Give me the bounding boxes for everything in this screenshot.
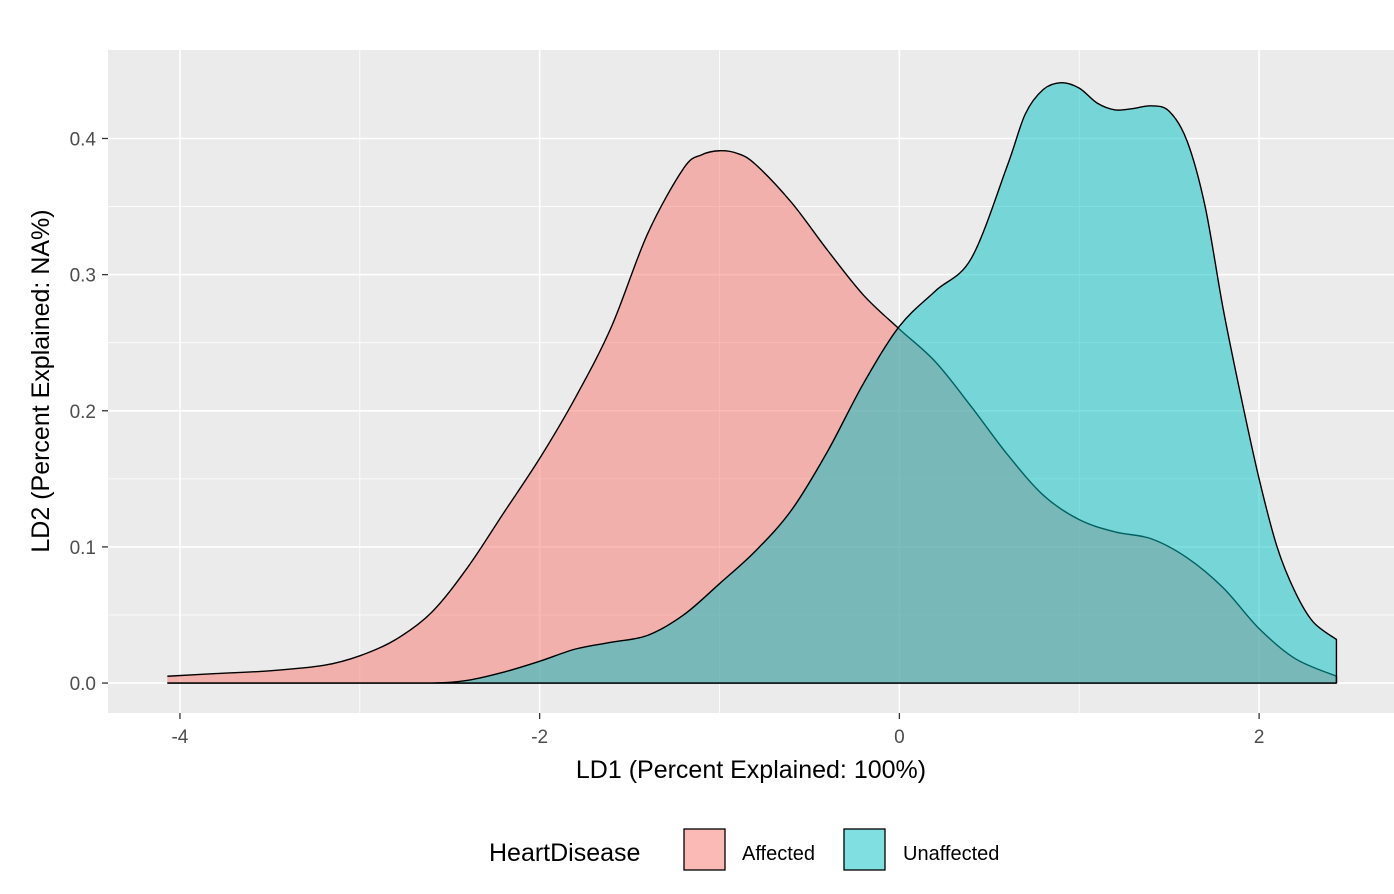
x-axis: -4 -2 0 2: [171, 713, 1264, 748]
x-tick-label: 2: [1254, 727, 1265, 748]
x-tick-label: -2: [531, 727, 548, 748]
y-axis-title: LD2 (Percent Explained: NA%): [27, 209, 55, 552]
series-layer: [167, 81, 1338, 684]
legend-title: HeartDisease: [489, 839, 640, 867]
legend-key-affected: [683, 828, 726, 871]
y-tick-label: 0.2: [70, 402, 96, 423]
y-tick-label: 0.0: [70, 674, 96, 695]
legend-key-unaffected: [843, 828, 886, 871]
y-tick-label: 0.4: [70, 129, 97, 150]
y-tick-label: 0.3: [70, 266, 96, 287]
x-tick-label: 0: [894, 727, 905, 748]
density-area-unaffected: [167, 82, 1337, 684]
density-line-unaffected: [167, 81, 1338, 684]
x-axis-title: LD1 (Percent Explained: 100%): [576, 756, 926, 784]
y-axis: 0.0 0.1 0.2 0.3 0.4: [70, 129, 108, 695]
legend: HeartDisease Affected Unaffected: [489, 828, 999, 871]
legend-label-affected: Affected: [742, 843, 815, 865]
x-tick-label: -4: [171, 727, 188, 748]
legend-label-unaffected: Unaffected: [903, 843, 999, 865]
y-tick-label: 0.1: [70, 538, 96, 559]
